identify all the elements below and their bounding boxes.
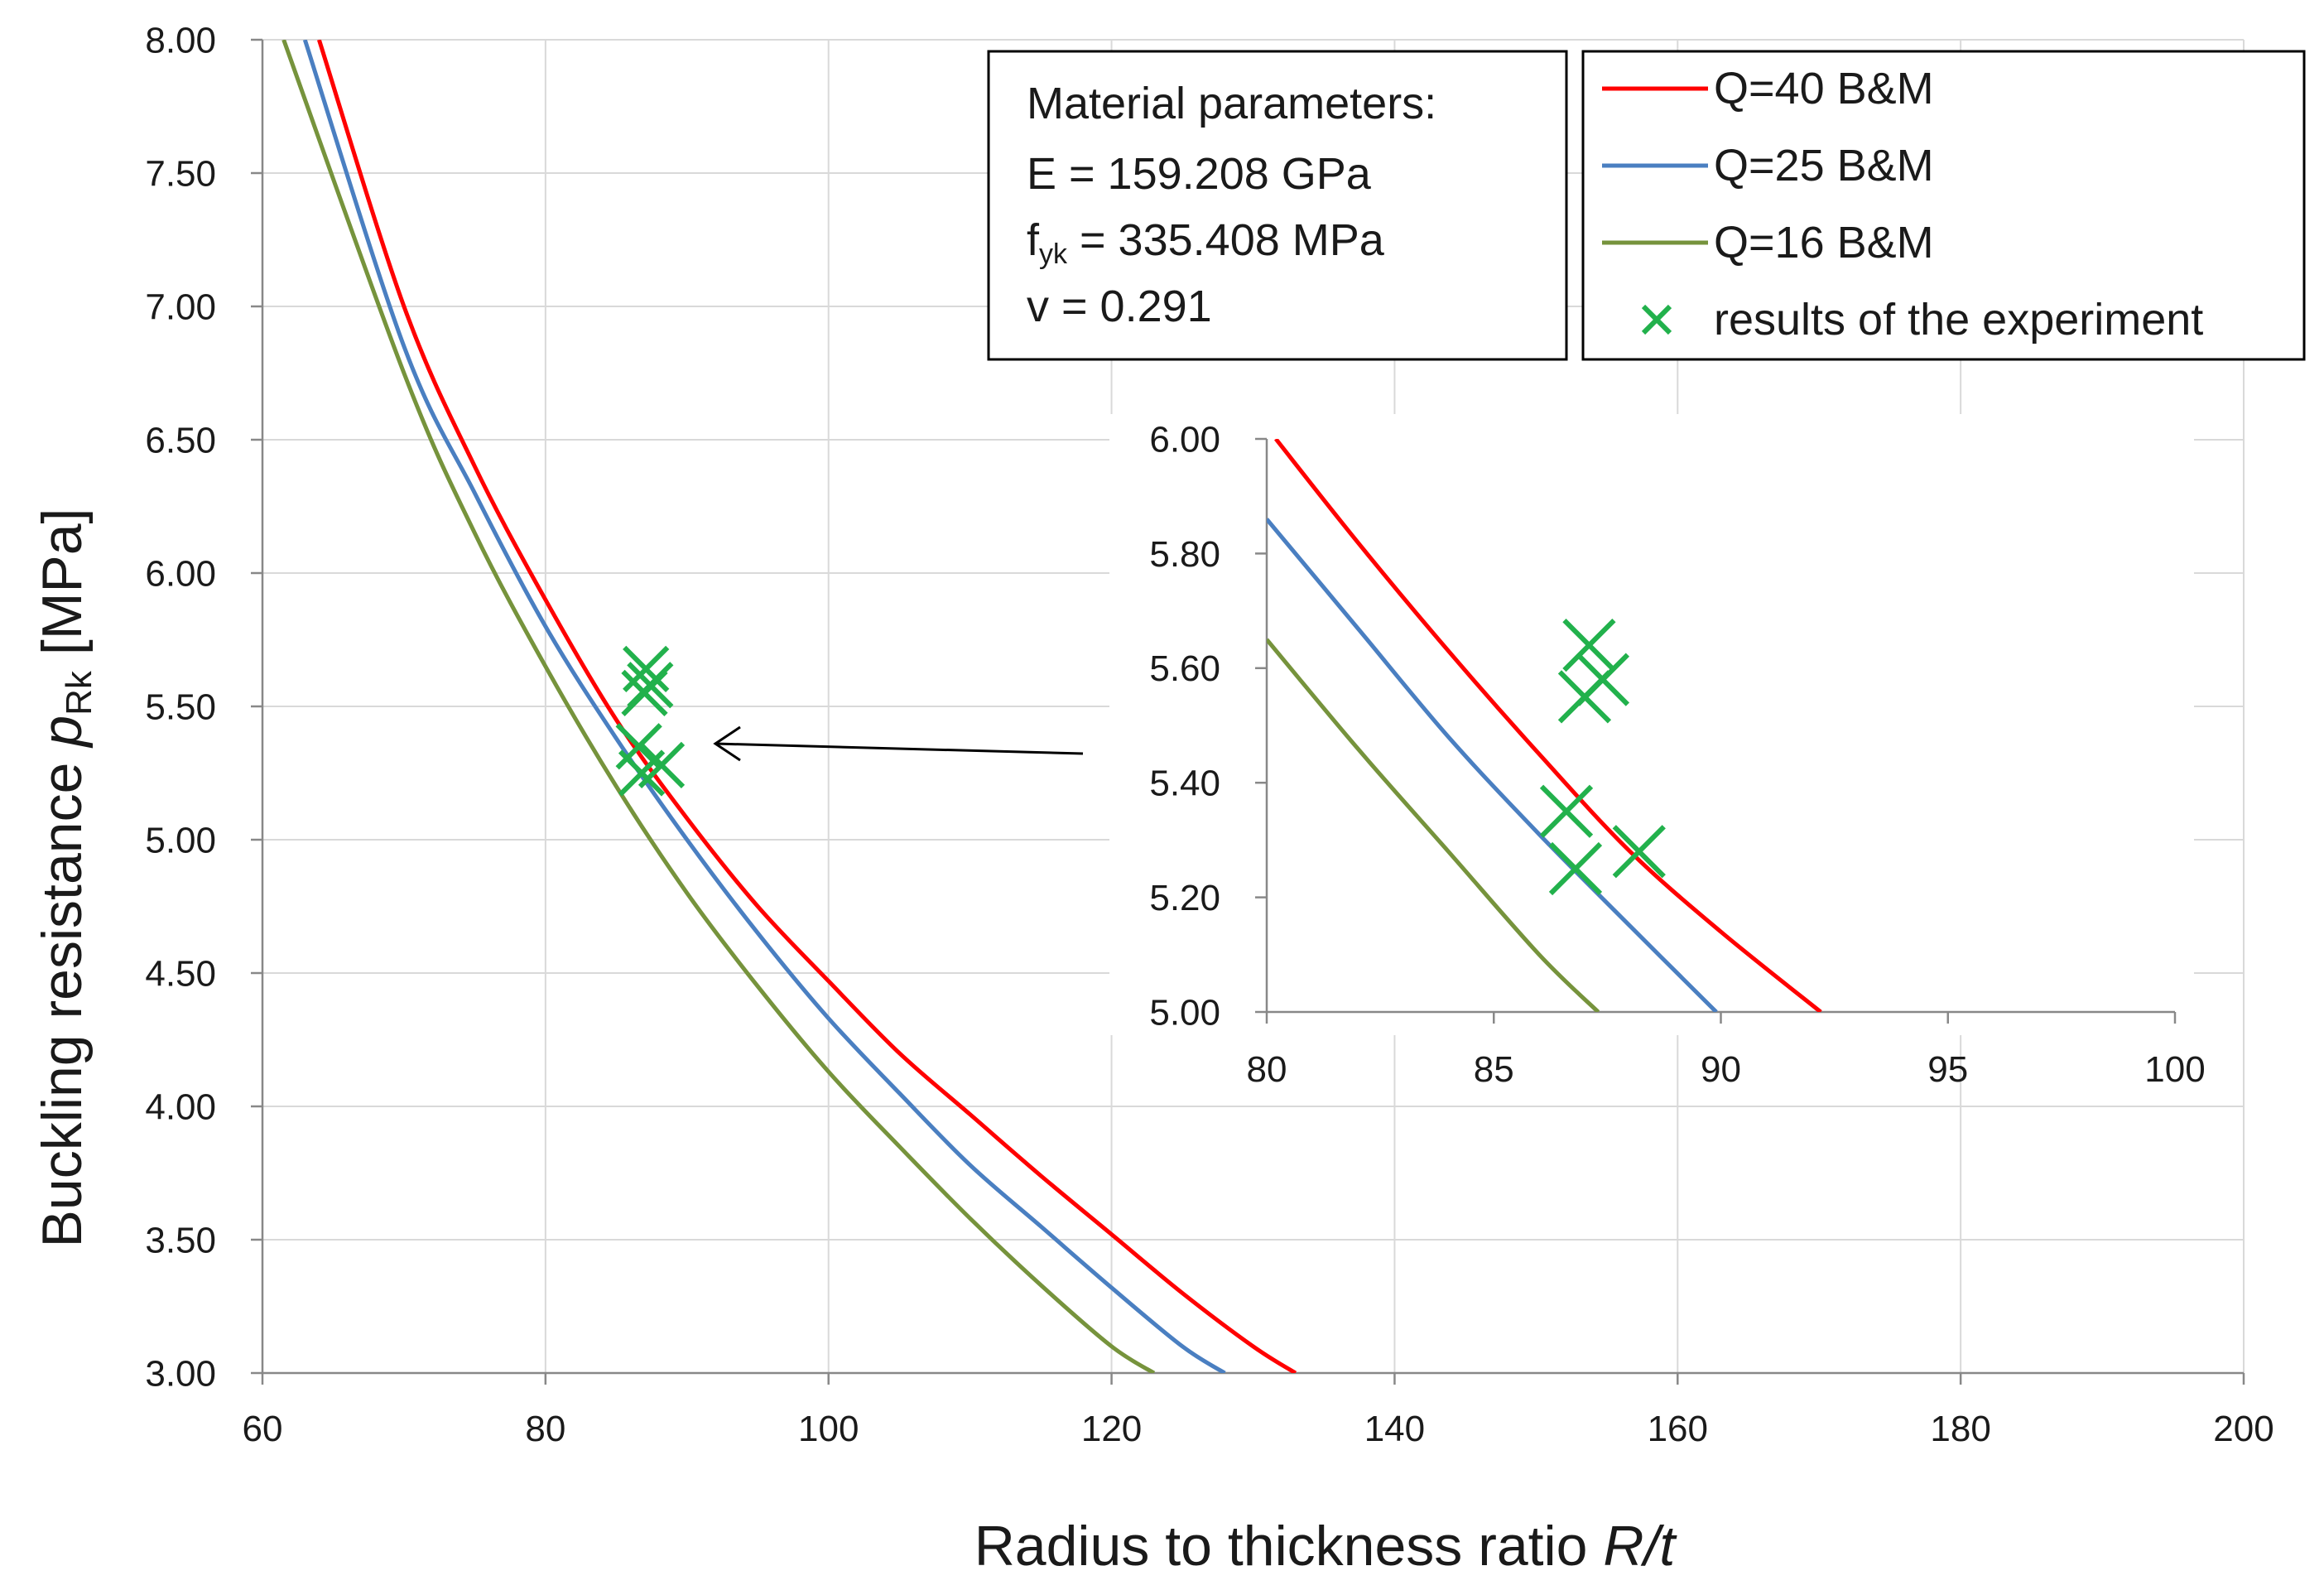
main-y-tick-label-4: 5.00 xyxy=(145,820,216,860)
material-parameters-box: Material parameters: E = 159.208 GPa fyk… xyxy=(987,50,1568,361)
main-x-tick-label-1: 80 xyxy=(525,1409,565,1449)
main-y-tick-label-9: 7.50 xyxy=(145,153,216,194)
inset-results-of-the-experiment-point-0 xyxy=(1562,618,1616,672)
main-y-tick-label-6: 6.00 xyxy=(145,553,216,594)
inset-y-tick-label-0: 5.00 xyxy=(1149,992,1220,1033)
main-x-tick-label-0: 60 xyxy=(243,1409,283,1449)
inset-results-of-the-experiment-point-2 xyxy=(1557,670,1612,724)
material-box-frame xyxy=(987,50,1568,361)
main-x-tick-label-6: 180 xyxy=(1930,1409,1990,1449)
legend: Q=40 B&M Q=25 B&M Q=16 B&M results of the e… xyxy=(1581,50,2306,361)
legend-item-q-25-b-m-label: Q=25 B&M xyxy=(1714,141,1934,190)
inset-q-16-b-m-line xyxy=(1267,638,1600,1012)
y-axis-title-symbol: p xyxy=(31,716,94,749)
inset-y-tick-label-4: 5.80 xyxy=(1149,534,1220,575)
y-axis-title-gap xyxy=(31,747,94,763)
x-axis-title-text: Radius to thickness ratio xyxy=(974,1515,1588,1578)
inset-x-tick-label-4: 100 xyxy=(2144,1049,2205,1090)
y-axis-title-text: Buckling resistance xyxy=(31,763,94,1248)
main-tick-labels: 60 80 100 120 140 160 180 200 3.00 3.50 4.00 4.50 5.… xyxy=(145,20,2273,1449)
main-axes xyxy=(251,38,2245,1385)
main-results-of-the-experiment-point-2 xyxy=(621,669,668,717)
legend-frame xyxy=(1581,50,2306,361)
main-x-tick-label-4: 140 xyxy=(1364,1409,1425,1449)
y-axis-title: Buckling resistance pRk [MPa] xyxy=(31,508,99,1248)
main-y-tick-label-0: 3.00 xyxy=(145,1353,216,1394)
y-axis-title-unit: [MPa] xyxy=(31,508,94,656)
inset-results-of-the-experiment-point-3 xyxy=(1539,784,1594,838)
inset-series xyxy=(1267,439,1822,1012)
main-results-of-the-experiment-point-5 xyxy=(638,741,686,788)
inset-axes xyxy=(1255,437,2177,1024)
x-axis-title-gap xyxy=(1587,1515,1603,1578)
legend-item-q-40-b-m-label: Q=40 B&M xyxy=(1714,64,1934,113)
legend-item-results-of-the-experiment-label: results of the experiment xyxy=(1714,295,2203,344)
inset-q-40-b-m-line xyxy=(1274,439,1822,1012)
inset-results-of-the-experiment-point-4 xyxy=(1548,841,1603,896)
x-axis-title-symbol: R/t xyxy=(1603,1515,1677,1578)
main-q-16-b-m-line xyxy=(281,40,1156,1373)
main-y-tick-label-8: 7.00 xyxy=(145,287,216,327)
main-q-40-b-m-line xyxy=(316,40,1297,1373)
material-box-elastic-modulus: E = 159.208 GPa xyxy=(1027,149,1372,199)
main-x-tick-label-3: 120 xyxy=(1081,1409,1142,1449)
zoom-arrow xyxy=(713,725,1084,762)
inset-x-tick-label-3: 95 xyxy=(1927,1049,1968,1090)
y-axis-title-subscript: Rk xyxy=(59,670,99,716)
x-axis-title: Radius to thickness ratio R/t xyxy=(974,1515,1678,1578)
main-x-tick-label-2: 100 xyxy=(798,1409,859,1449)
main-x-tick-label-5: 160 xyxy=(1648,1409,1708,1449)
inset-q-25-b-m-line xyxy=(1267,518,1718,1012)
zoom-arrow-head xyxy=(713,725,741,762)
yield-symbol: f xyxy=(1027,215,1040,265)
legend-item-q-16-b-m-label: Q=16 B&M xyxy=(1714,218,1934,267)
material-box-poisson-ratio: v = 0.291 xyxy=(1027,282,1212,331)
material-box-title: Material parameters: xyxy=(1027,79,1436,128)
main-x-tick-label-7: 200 xyxy=(2213,1409,2273,1449)
legend-items: Q=40 B&M Q=25 B&M Q=16 B&M results of the e… xyxy=(1602,64,2203,344)
inset-y-tick-label-1: 5.20 xyxy=(1149,878,1220,918)
main-y-tick-label-2: 4.00 xyxy=(145,1086,216,1127)
inset-y-tick-label-2: 5.40 xyxy=(1149,764,1220,804)
main-y-tick-label-10: 8.00 xyxy=(145,20,216,60)
inset-x-tick-label-1: 85 xyxy=(1474,1049,1514,1090)
main-y-tick-label-3: 4.50 xyxy=(145,953,216,994)
inset-tick-labels: 80 85 90 95 100 5.00 5.20 5.40 5.60 5.80 6.00 xyxy=(1149,419,2205,1090)
yield-subscript: yk xyxy=(1039,238,1068,270)
legend-item-results-of-the-experiment-swatch xyxy=(1641,304,1672,335)
inset-background xyxy=(1109,414,2194,1035)
inset-x-tick-label-0: 80 xyxy=(1247,1049,1287,1090)
inset-x-tick-label-2: 90 xyxy=(1701,1049,1741,1090)
y-axis-title-unit-gap xyxy=(31,655,94,671)
main-y-tick-label-1: 3.50 xyxy=(145,1220,216,1260)
main-y-tick-label-5: 5.50 xyxy=(145,687,216,727)
material-box-yield-strength: fyk = 335.408 MPa xyxy=(1027,215,1385,270)
inset-results-of-the-experiment-point-5 xyxy=(1612,825,1666,879)
main-y-tick-label-7: 6.50 xyxy=(145,420,216,460)
main-q-25-b-m-line xyxy=(302,40,1226,1373)
inset-y-tick-label-5: 6.00 xyxy=(1149,419,1220,460)
zoom-arrow-shaft xyxy=(715,742,1084,755)
main-series xyxy=(281,40,1297,1373)
yield-value: = 335.408 MPa xyxy=(1067,215,1385,265)
inset-y-tick-label-3: 5.60 xyxy=(1149,648,1220,689)
